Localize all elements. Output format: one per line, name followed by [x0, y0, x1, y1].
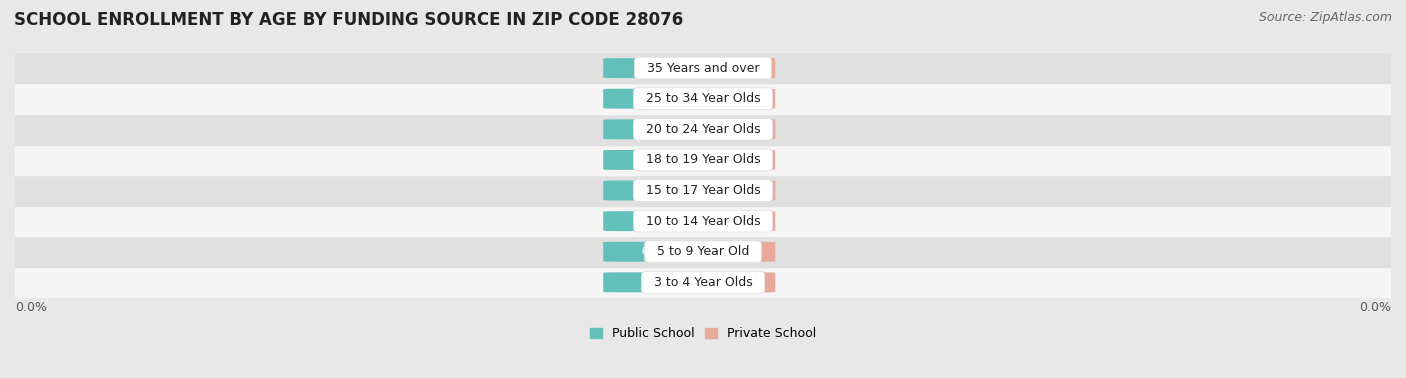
FancyBboxPatch shape [693, 119, 775, 139]
Text: 25 to 34 Year Olds: 25 to 34 Year Olds [638, 92, 768, 105]
Text: SCHOOL ENROLLMENT BY AGE BY FUNDING SOURCE IN ZIP CODE 28076: SCHOOL ENROLLMENT BY AGE BY FUNDING SOUR… [14, 11, 683, 29]
Text: 0.0%: 0.0% [643, 153, 675, 166]
Text: 0.0%: 0.0% [643, 62, 675, 74]
FancyBboxPatch shape [603, 211, 713, 231]
Text: 10 to 14 Year Olds: 10 to 14 Year Olds [638, 215, 768, 228]
Text: 0.0%: 0.0% [717, 276, 751, 289]
Text: 0.0%: 0.0% [643, 276, 675, 289]
Text: 18 to 19 Year Olds: 18 to 19 Year Olds [638, 153, 768, 166]
Text: 5 to 9 Year Old: 5 to 9 Year Old [648, 245, 758, 258]
Text: 0.0%: 0.0% [717, 184, 751, 197]
FancyBboxPatch shape [603, 273, 713, 292]
Bar [15, 114, 1391, 145]
Text: 0.0%: 0.0% [643, 245, 675, 258]
FancyBboxPatch shape [693, 150, 775, 170]
FancyBboxPatch shape [603, 150, 713, 170]
Text: 0.0%: 0.0% [643, 215, 675, 228]
FancyBboxPatch shape [603, 58, 713, 78]
Text: 35 Years and over: 35 Years and over [638, 62, 768, 74]
Text: 0.0%: 0.0% [643, 184, 675, 197]
FancyBboxPatch shape [693, 273, 775, 292]
FancyBboxPatch shape [693, 211, 775, 231]
Bar [15, 267, 1391, 297]
Text: 0.0%: 0.0% [15, 301, 46, 314]
FancyBboxPatch shape [603, 242, 713, 262]
Text: 0.0%: 0.0% [643, 92, 675, 105]
Text: 0.0%: 0.0% [717, 215, 751, 228]
Text: 0.0%: 0.0% [717, 123, 751, 136]
Legend: Public School, Private School: Public School, Private School [585, 322, 821, 345]
Text: 15 to 17 Year Olds: 15 to 17 Year Olds [638, 184, 768, 197]
Bar [15, 84, 1391, 114]
Bar [15, 145, 1391, 175]
FancyBboxPatch shape [603, 119, 713, 139]
FancyBboxPatch shape [603, 181, 713, 200]
Text: 0.0%: 0.0% [1360, 301, 1391, 314]
Bar [15, 53, 1391, 84]
Text: Source: ZipAtlas.com: Source: ZipAtlas.com [1258, 11, 1392, 24]
Text: 20 to 24 Year Olds: 20 to 24 Year Olds [638, 123, 768, 136]
FancyBboxPatch shape [603, 89, 713, 108]
FancyBboxPatch shape [693, 181, 775, 200]
Text: 0.0%: 0.0% [717, 245, 751, 258]
FancyBboxPatch shape [693, 242, 775, 262]
Text: 0.0%: 0.0% [643, 123, 675, 136]
Bar [15, 175, 1391, 206]
Text: 0.0%: 0.0% [717, 153, 751, 166]
Text: 0.0%: 0.0% [717, 62, 751, 74]
FancyBboxPatch shape [693, 89, 775, 108]
Bar [15, 237, 1391, 267]
FancyBboxPatch shape [693, 58, 775, 78]
Text: 0.0%: 0.0% [717, 92, 751, 105]
Text: 3 to 4 Year Olds: 3 to 4 Year Olds [645, 276, 761, 289]
Bar [15, 206, 1391, 237]
